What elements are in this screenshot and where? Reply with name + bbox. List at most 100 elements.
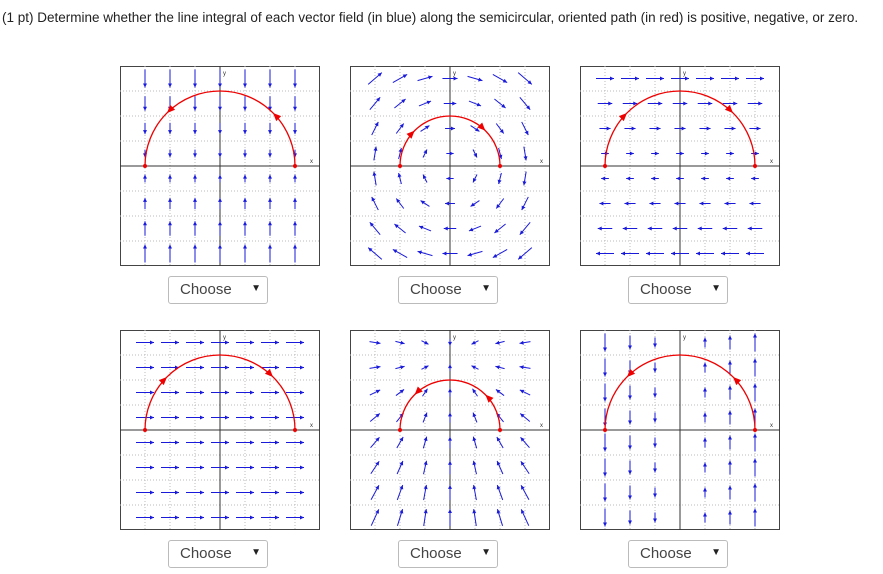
field-arrowhead xyxy=(423,388,428,394)
oriented-path xyxy=(399,379,501,431)
field-arrowhead xyxy=(424,365,429,370)
field-arrowhead xyxy=(193,197,197,202)
field-arrowhead xyxy=(268,174,272,179)
field-arrowhead xyxy=(268,153,272,158)
field-arrowhead xyxy=(193,221,197,226)
field-arrowhead xyxy=(726,176,731,181)
field-arrowhead xyxy=(753,333,757,338)
field-arrowhead xyxy=(522,181,527,186)
field-arrowhead xyxy=(496,509,501,514)
field-arrowhead xyxy=(518,255,523,260)
field-arrowhead xyxy=(150,340,154,345)
field-arrowhead xyxy=(731,126,736,131)
field-arrowhead xyxy=(293,244,297,249)
field-arrowhead xyxy=(402,74,408,79)
field-arrowhead xyxy=(646,251,650,256)
field-arrowhead xyxy=(369,222,374,227)
field-arrowhead xyxy=(193,244,197,249)
field-arrowhead xyxy=(496,460,501,466)
field-arrowhead xyxy=(150,440,154,445)
field-arrowhead xyxy=(225,415,229,420)
field-arrowhead xyxy=(751,176,756,181)
field-arrowhead xyxy=(610,76,614,81)
field-arrowhead xyxy=(453,76,458,81)
field-arrowhead xyxy=(471,365,476,370)
field-arrowhead xyxy=(603,397,607,402)
field-arrowhead xyxy=(495,340,500,345)
field-arrowhead xyxy=(653,518,657,523)
field-arrowhead xyxy=(175,515,179,520)
field-arrowhead xyxy=(424,340,429,345)
vector-field-plot: xy xyxy=(580,66,780,266)
y-axis-label: y xyxy=(453,71,456,77)
dropdown[interactable]: Choose ▼ xyxy=(168,540,268,568)
oriented-path xyxy=(399,115,501,167)
field-arrowhead xyxy=(423,149,427,154)
field-arrowhead xyxy=(200,515,204,520)
field-arrowhead xyxy=(175,340,179,345)
dropdown[interactable]: Choose ▼ xyxy=(398,540,498,568)
field-arrowhead xyxy=(423,174,427,179)
field-arrowhead xyxy=(703,437,707,442)
field-arrowhead xyxy=(200,340,204,345)
field-arrowhead xyxy=(397,172,402,178)
field-arrowhead xyxy=(753,358,757,363)
path-endpoint xyxy=(603,164,607,168)
path-endpoint xyxy=(143,164,147,168)
field-arrowhead xyxy=(708,101,713,106)
field-arrowhead xyxy=(293,174,297,179)
field-arrowhead xyxy=(519,230,524,235)
field-arrowhead xyxy=(375,413,380,418)
field-arrowhead xyxy=(175,415,179,420)
field-arrowhead xyxy=(472,412,477,418)
field-arrowhead xyxy=(452,101,457,106)
field-arrowhead xyxy=(448,436,452,441)
field-arrowhead xyxy=(218,244,222,249)
field-arrowhead xyxy=(520,461,525,466)
dropdown-text: Choose xyxy=(410,281,462,298)
field-arrowhead xyxy=(442,251,447,256)
field-arrowhead xyxy=(494,228,499,233)
dropdown[interactable]: Choose ▼ xyxy=(628,276,728,304)
path-endpoint xyxy=(398,164,402,168)
field-arrowhead xyxy=(428,75,433,80)
field-arrowhead xyxy=(658,101,663,106)
dropdown[interactable]: Choose ▼ xyxy=(168,276,268,304)
field-arrowhead xyxy=(519,340,524,345)
field-arrowhead xyxy=(728,510,732,515)
field-arrowhead xyxy=(175,490,179,495)
field-arrowhead xyxy=(749,201,754,206)
field-arrowhead xyxy=(377,72,382,77)
field-arrowhead xyxy=(676,176,681,181)
field-arrowhead xyxy=(200,440,204,445)
path-endpoint xyxy=(293,428,297,432)
field-arrowhead xyxy=(523,156,528,161)
field-arrowhead xyxy=(685,76,689,81)
field-arrowhead xyxy=(704,151,709,156)
path-arrowhead xyxy=(485,394,494,403)
field-arrowhead xyxy=(753,383,757,388)
field-arrowhead xyxy=(603,347,607,352)
field-arrowhead xyxy=(300,440,304,445)
x-axis-label: x xyxy=(540,423,543,429)
path-endpoint xyxy=(753,164,757,168)
field-arrowhead xyxy=(218,174,222,179)
field-arrowhead xyxy=(168,174,172,179)
x-axis-label: x xyxy=(310,159,313,165)
field-arrowhead xyxy=(446,176,451,181)
field-arrowhead xyxy=(520,437,525,442)
field-arrowhead xyxy=(375,485,379,490)
field-arrowhead xyxy=(376,97,381,102)
field-arrowhead xyxy=(703,412,707,417)
field-arrowhead xyxy=(753,433,757,438)
x-axis-label: x xyxy=(770,423,773,429)
dropdown[interactable]: Choose ▼ xyxy=(398,276,498,304)
field-arrowhead xyxy=(701,176,706,181)
path-arrowhead xyxy=(273,112,282,122)
field-arrowhead xyxy=(603,472,607,477)
dropdown[interactable]: Choose ▼ xyxy=(628,540,728,568)
field-arrowhead xyxy=(628,470,632,475)
field-arrowhead xyxy=(168,83,172,88)
field-arrowhead xyxy=(753,483,757,488)
field-arrowhead xyxy=(193,130,197,135)
